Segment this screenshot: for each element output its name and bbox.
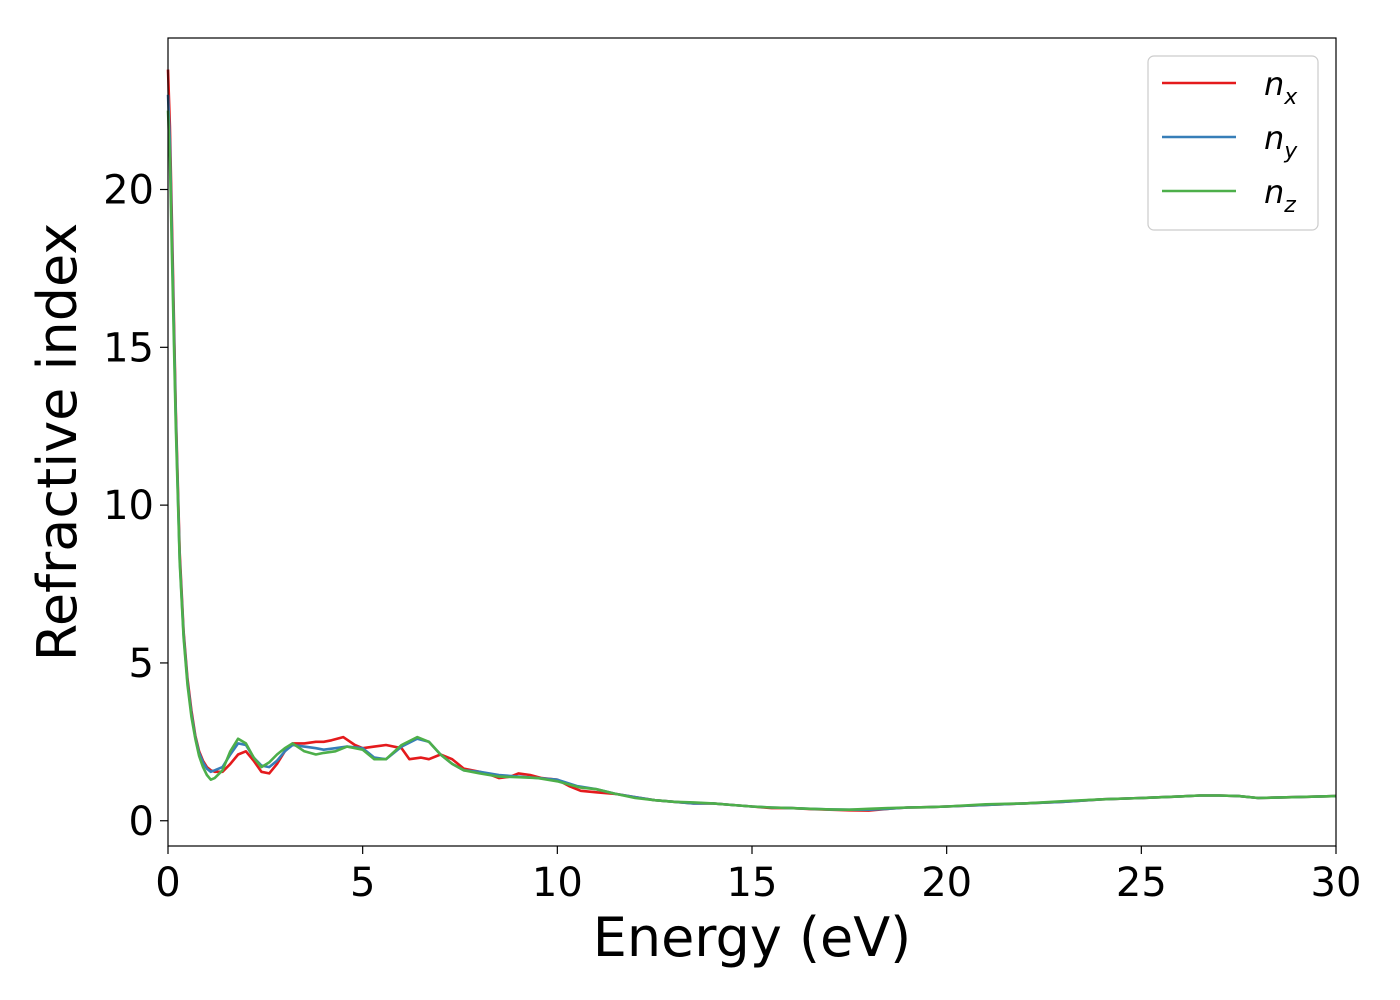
x-tick-label: 0 (155, 860, 180, 906)
legend-label-y: ny (1264, 119, 1298, 164)
legend-label-subscript: y (1283, 139, 1298, 164)
y-tick-label: 5 (129, 641, 154, 687)
plot-area (168, 38, 1336, 846)
legend-box (1147, 55, 1319, 231)
legend-label-x: nx (1264, 65, 1298, 110)
x-tick-label: 25 (1116, 860, 1167, 906)
legend-label-subscript: x (1283, 85, 1298, 110)
y-tick-label: 15 (103, 325, 154, 371)
legend-label-base: n (1264, 65, 1284, 103)
y-axis-ticks: 0 5 10 15 20 (103, 168, 168, 845)
legend-label-base: n (1264, 173, 1284, 211)
x-tick-label: 30 (1311, 860, 1362, 906)
legend-label-subscript: z (1283, 193, 1296, 218)
series-line-z (166, 110, 1337, 811)
y-axis-title: Refractive index (26, 223, 89, 662)
y-tick-label: 20 (103, 168, 154, 214)
series-layer (166, 69, 1337, 812)
y-tick-label: 10 (103, 483, 154, 529)
legend-label-z: nz (1264, 173, 1296, 218)
x-tick-label: 5 (350, 860, 375, 906)
y-tick-label: 0 (129, 799, 154, 845)
legend-label-base: n (1264, 119, 1284, 157)
x-tick-label: 15 (727, 860, 778, 906)
x-axis-ticks: 0 5 10 15 20 25 30 (155, 846, 1361, 906)
x-tick-label: 20 (921, 860, 972, 906)
x-axis-title: Energy (eV) (593, 906, 912, 969)
x-tick-label: 10 (532, 860, 583, 906)
